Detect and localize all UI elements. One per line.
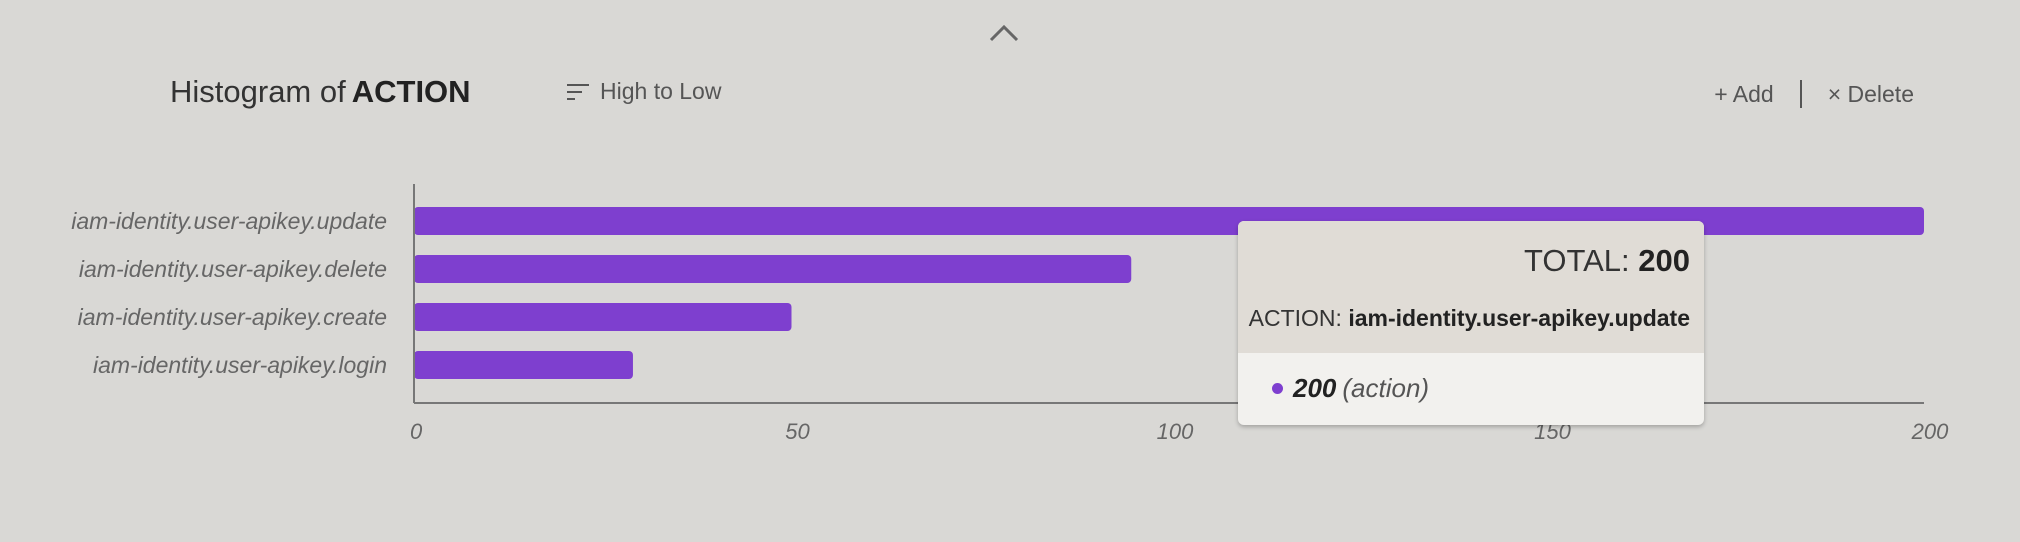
category-label-2: iam-identity.user-apikey.create bbox=[78, 304, 387, 330]
tooltip-header: TOTAL: 200 ACTION: iam-identity.user-api… bbox=[1238, 221, 1704, 353]
actions-divider bbox=[1799, 80, 1802, 108]
chart-actions: + Add × Delete bbox=[1714, 80, 1914, 108]
tooltip-action-value: iam-identity.user-apikey.update bbox=[1348, 305, 1690, 331]
sort-button[interactable]: High to Low bbox=[566, 78, 721, 105]
tooltip-action-label: ACTION: bbox=[1248, 305, 1342, 331]
x-tick-label-1: 50 bbox=[785, 419, 810, 444]
bar-1 bbox=[414, 255, 1132, 283]
sort-icon bbox=[567, 83, 589, 100]
chart-title: Histogram of ACTION bbox=[170, 74, 471, 110]
x-tick-label-2: 100 bbox=[1157, 419, 1194, 444]
bar-2 bbox=[414, 303, 792, 331]
tooltip-action: ACTION: iam-identity.user-apikey.update bbox=[1249, 305, 1690, 332]
title-prefix: Histogram of bbox=[170, 74, 346, 109]
tooltip-series-value: 200 bbox=[1293, 373, 1337, 403]
tooltip-total-label: TOTAL: bbox=[1523, 243, 1630, 278]
category-label-3: iam-identity.user-apikey.login bbox=[93, 352, 387, 378]
tooltip-total: TOTAL: 200 bbox=[1524, 243, 1690, 279]
tooltip-series-row: 200 (action) bbox=[1272, 373, 1429, 404]
tooltip-series-name: (action) bbox=[1342, 373, 1430, 403]
delete-button[interactable]: × Delete bbox=[1827, 80, 1914, 107]
x-tick-label-4: 200 bbox=[1911, 419, 1949, 444]
chart-tooltip: TOTAL: 200 ACTION: iam-identity.user-api… bbox=[1238, 221, 1704, 425]
category-label-1: iam-identity.user-apikey.delete bbox=[79, 256, 387, 282]
series-dot-icon bbox=[1272, 383, 1283, 394]
tooltip-total-value: 200 bbox=[1638, 243, 1690, 278]
sort-label: High to Low bbox=[600, 78, 722, 104]
add-button[interactable]: + Add bbox=[1714, 80, 1774, 107]
collapse-chevron-icon[interactable] bbox=[984, 18, 1024, 48]
bar-3 bbox=[414, 351, 633, 379]
category-label-0: iam-identity.user-apikey.update bbox=[71, 208, 387, 234]
title-field: ACTION bbox=[351, 74, 471, 109]
x-tick-label-0: 0 bbox=[410, 419, 423, 444]
